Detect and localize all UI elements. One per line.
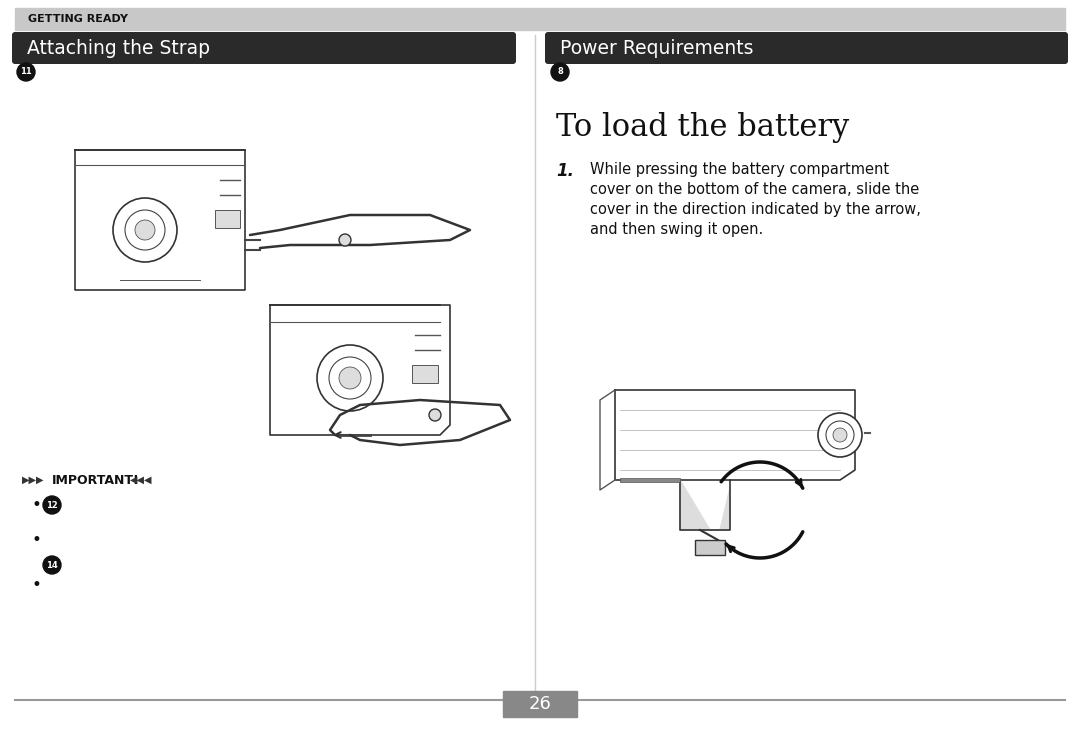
Text: GETTING READY: GETTING READY <box>28 14 129 24</box>
Text: 26: 26 <box>528 695 552 713</box>
Text: Power Requirements: Power Requirements <box>561 39 754 58</box>
Circle shape <box>43 556 60 574</box>
Circle shape <box>318 345 383 411</box>
Text: 14: 14 <box>46 561 58 569</box>
Text: 12: 12 <box>46 501 58 510</box>
Text: 11: 11 <box>21 67 32 77</box>
Circle shape <box>339 367 361 389</box>
Polygon shape <box>680 480 730 530</box>
Text: •: • <box>32 496 42 514</box>
Text: and then swing it open.: and then swing it open. <box>590 222 764 237</box>
Text: To load the battery: To load the battery <box>556 112 849 143</box>
Circle shape <box>125 210 165 250</box>
Circle shape <box>818 413 862 457</box>
Polygon shape <box>270 305 450 435</box>
Text: ◀◀◀: ◀◀◀ <box>130 475 152 485</box>
Text: IMPORTANT!: IMPORTANT! <box>52 474 139 486</box>
Bar <box>620 478 680 482</box>
Text: cover in the direction indicated by the arrow,: cover in the direction indicated by the … <box>590 202 921 217</box>
Circle shape <box>339 234 351 246</box>
Polygon shape <box>615 390 855 480</box>
Bar <box>503 691 577 717</box>
Bar <box>215 210 240 228</box>
Circle shape <box>551 63 569 81</box>
Circle shape <box>826 421 854 449</box>
Circle shape <box>429 409 441 421</box>
Text: While pressing the battery compartment: While pressing the battery compartment <box>590 162 889 177</box>
Text: ▶▶▶: ▶▶▶ <box>22 475 44 485</box>
Circle shape <box>135 220 156 240</box>
Text: •: • <box>32 531 42 549</box>
Polygon shape <box>75 150 245 290</box>
Text: 8: 8 <box>557 67 563 77</box>
Circle shape <box>833 428 847 442</box>
Circle shape <box>17 63 35 81</box>
Circle shape <box>329 357 372 399</box>
Text: 1.: 1. <box>556 162 573 180</box>
Circle shape <box>43 496 60 514</box>
Text: •: • <box>32 576 42 594</box>
Circle shape <box>113 198 177 262</box>
FancyBboxPatch shape <box>12 32 516 64</box>
FancyBboxPatch shape <box>545 32 1068 64</box>
Text: Attaching the Strap: Attaching the Strap <box>27 39 210 58</box>
Bar <box>696 540 725 555</box>
Text: cover on the bottom of the camera, slide the: cover on the bottom of the camera, slide… <box>590 182 919 197</box>
Bar <box>411 365 438 383</box>
Bar <box>15 8 1065 30</box>
